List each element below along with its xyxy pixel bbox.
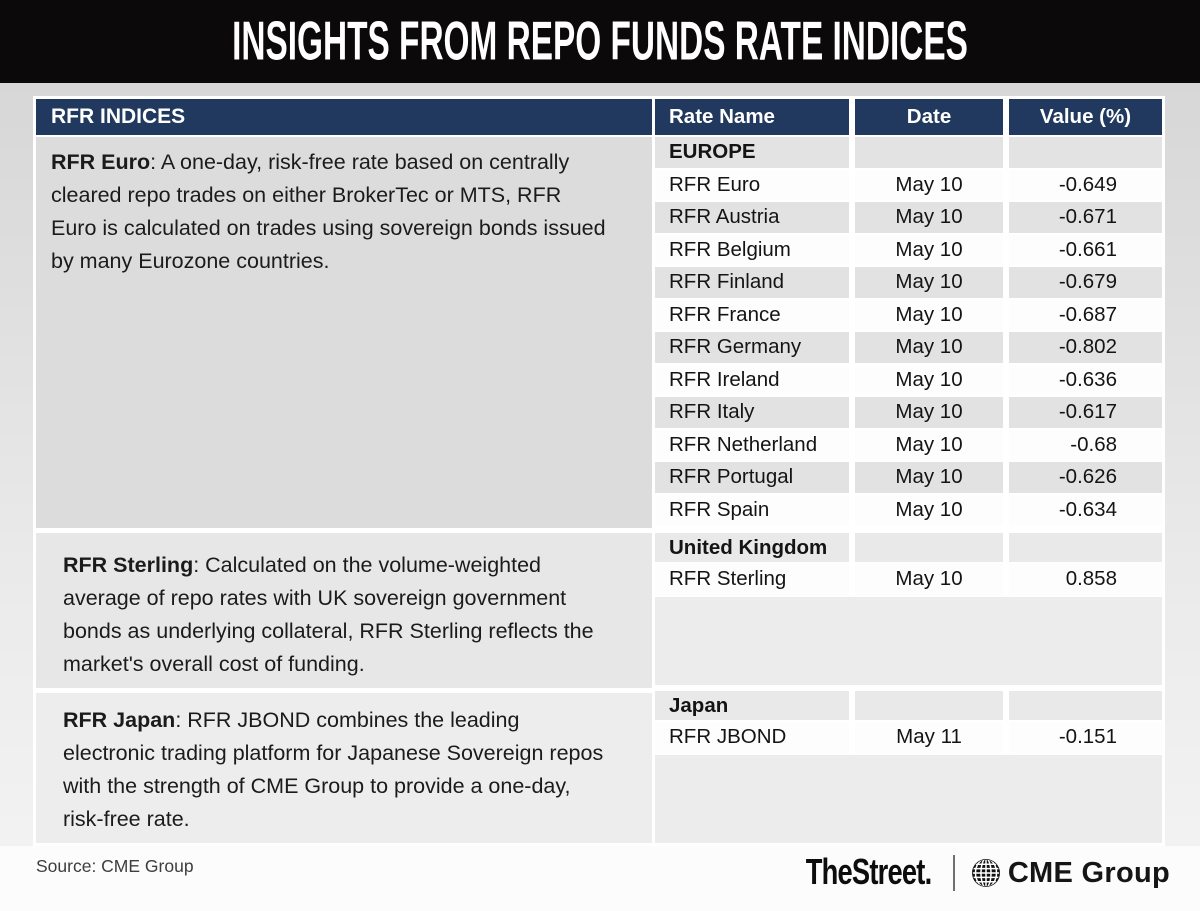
table-row: RFR Sterling May 10 0.858 [655,564,1162,597]
cell-value: -0.661 [1009,234,1162,267]
cell-date: May 10 [855,429,1003,462]
table-row: RFR Ireland May 10 -0.636 [655,364,1162,397]
cell-name: RFR Netherland [655,429,849,462]
cell-date: May 11 [855,722,1003,755]
group-empty-cell [1009,691,1162,722]
empty-filler [655,754,1162,843]
logo-divider [952,855,955,891]
cell-name: RFR Euro [655,169,849,202]
footer: Source: CME Group TheStreet. [0,846,1200,911]
group-header-row: EUROPE [655,137,1162,170]
table-row: RFR Austria May 10 -0.671 [655,202,1162,235]
table-row: RFR Euro May 10 -0.649 [655,169,1162,202]
rfr-indices-panel: RFR INDICES RFR Euro: A one-day, risk-fr… [33,96,655,846]
cell-name: RFR Ireland [655,364,849,397]
cell-name: RFR Sterling [655,564,849,597]
description-rfr-euro: RFR Euro: A one-day, risk-free rate base… [36,137,652,528]
cell-date: May 10 [855,397,1003,430]
term-rfr-japan: RFR Japan [63,708,176,732]
table-row: RFR Germany May 10 -0.802 [655,332,1162,365]
cell-value: -0.679 [1009,267,1162,300]
group-empty-cell [1009,533,1162,564]
description-rfr-sterling: RFR Sterling: Calculated on the volume-w… [36,533,652,688]
cell-date: May 10 [855,267,1003,300]
description-text: : A one-day, risk-free rate based on cen… [51,150,606,273]
source-note: Source: CME Group [36,856,194,876]
panel-header: RFR INDICES [36,99,652,137]
table-header-row: Rate Name Date Value (%) [655,99,1162,137]
thestreet-logo: TheStreet. [805,852,932,893]
description-text: : RFR JBOND combines the leading electro… [63,708,604,831]
cell-date: May 10 [855,202,1003,235]
group-label: Japan [655,691,849,722]
table-row: RFR France May 10 -0.687 [655,299,1162,332]
cell-date: May 10 [855,564,1003,597]
table-row: RFR Finland May 10 -0.679 [655,267,1162,300]
group-label: EUROPE [655,137,849,170]
cell-value: -0.68 [1009,429,1162,462]
empty-filler [655,596,1162,685]
group-empty-cell [855,533,1003,564]
cell-date: May 10 [855,332,1003,365]
description-text: : Calculated on the volume-weighted aver… [63,553,594,676]
cell-value: -0.626 [1009,462,1162,495]
table-row: RFR Netherland May 10 -0.68 [655,429,1162,462]
cell-value: -0.151 [1009,722,1162,755]
group-empty-cell [855,137,1003,170]
group-empty-cell [1009,137,1162,170]
cme-group-logo: CME Group [971,857,1170,890]
group-empty-cell [855,691,1003,722]
logo-lockup: TheStreet. C [800,851,1170,895]
cell-value: -0.634 [1009,494,1162,527]
cell-value: -0.636 [1009,364,1162,397]
cell-name: RFR France [655,299,849,332]
table-row: RFR Portugal May 10 -0.626 [655,462,1162,495]
column-header-rate-name: Rate Name [655,99,849,137]
cell-name: RFR Italy [655,397,849,430]
cell-value: -0.687 [1009,299,1162,332]
table-body: EUROPE RFR Euro May 10 -0.649 RFR Austria May… [655,137,1162,843]
cell-name: RFR Portugal [655,462,849,495]
title-banner: INSIGHTS FROM REPO FUNDS RATE INDICES [0,0,1200,83]
table-row: RFR Belgium May 10 -0.661 [655,234,1162,267]
table-row: RFR JBOND May 11 -0.151 [655,722,1162,755]
term-rfr-euro: RFR Euro [51,150,151,174]
term-rfr-sterling: RFR Sterling [63,553,194,577]
group-header-row: Japan [655,691,1162,722]
cell-name: RFR Germany [655,332,849,365]
section-gap [655,685,1162,691]
column-header-value: Value (%) [1009,99,1162,137]
cell-name: RFR Austria [655,202,849,235]
cell-name: RFR JBOND [655,722,849,755]
cell-value: -0.617 [1009,397,1162,430]
cell-name: RFR Spain [655,494,849,527]
rates-table: Rate Name Date Value (%) EUROPE RFR Euro M… [652,96,1165,846]
cme-group-wordmark: CME Group [1007,856,1170,889]
table-row: RFR Spain May 10 -0.634 [655,494,1162,527]
column-header-date: Date [855,99,1003,137]
cell-date: May 10 [855,169,1003,202]
globe-icon [971,859,1000,887]
cell-value: 0.858 [1009,564,1162,597]
table-row: RFR Italy May 10 -0.617 [655,397,1162,430]
page-title: INSIGHTS FROM REPO FUNDS RATE INDICES [232,10,968,73]
cell-value: -0.671 [1009,202,1162,235]
cell-date: May 10 [855,462,1003,495]
description-rfr-japan: RFR Japan: RFR JBOND combines the leadin… [36,693,652,843]
cell-value: -0.802 [1009,332,1162,365]
section-gap [655,527,1162,533]
cell-value: -0.649 [1009,169,1162,202]
cell-date: May 10 [855,234,1003,267]
cell-name: RFR Finland [655,267,849,300]
group-header-row: United Kingdom [655,533,1162,564]
cell-date: May 10 [855,364,1003,397]
group-label: United Kingdom [655,533,849,564]
cell-date: May 10 [855,299,1003,332]
cell-name: RFR Belgium [655,234,849,267]
cell-date: May 10 [855,494,1003,527]
